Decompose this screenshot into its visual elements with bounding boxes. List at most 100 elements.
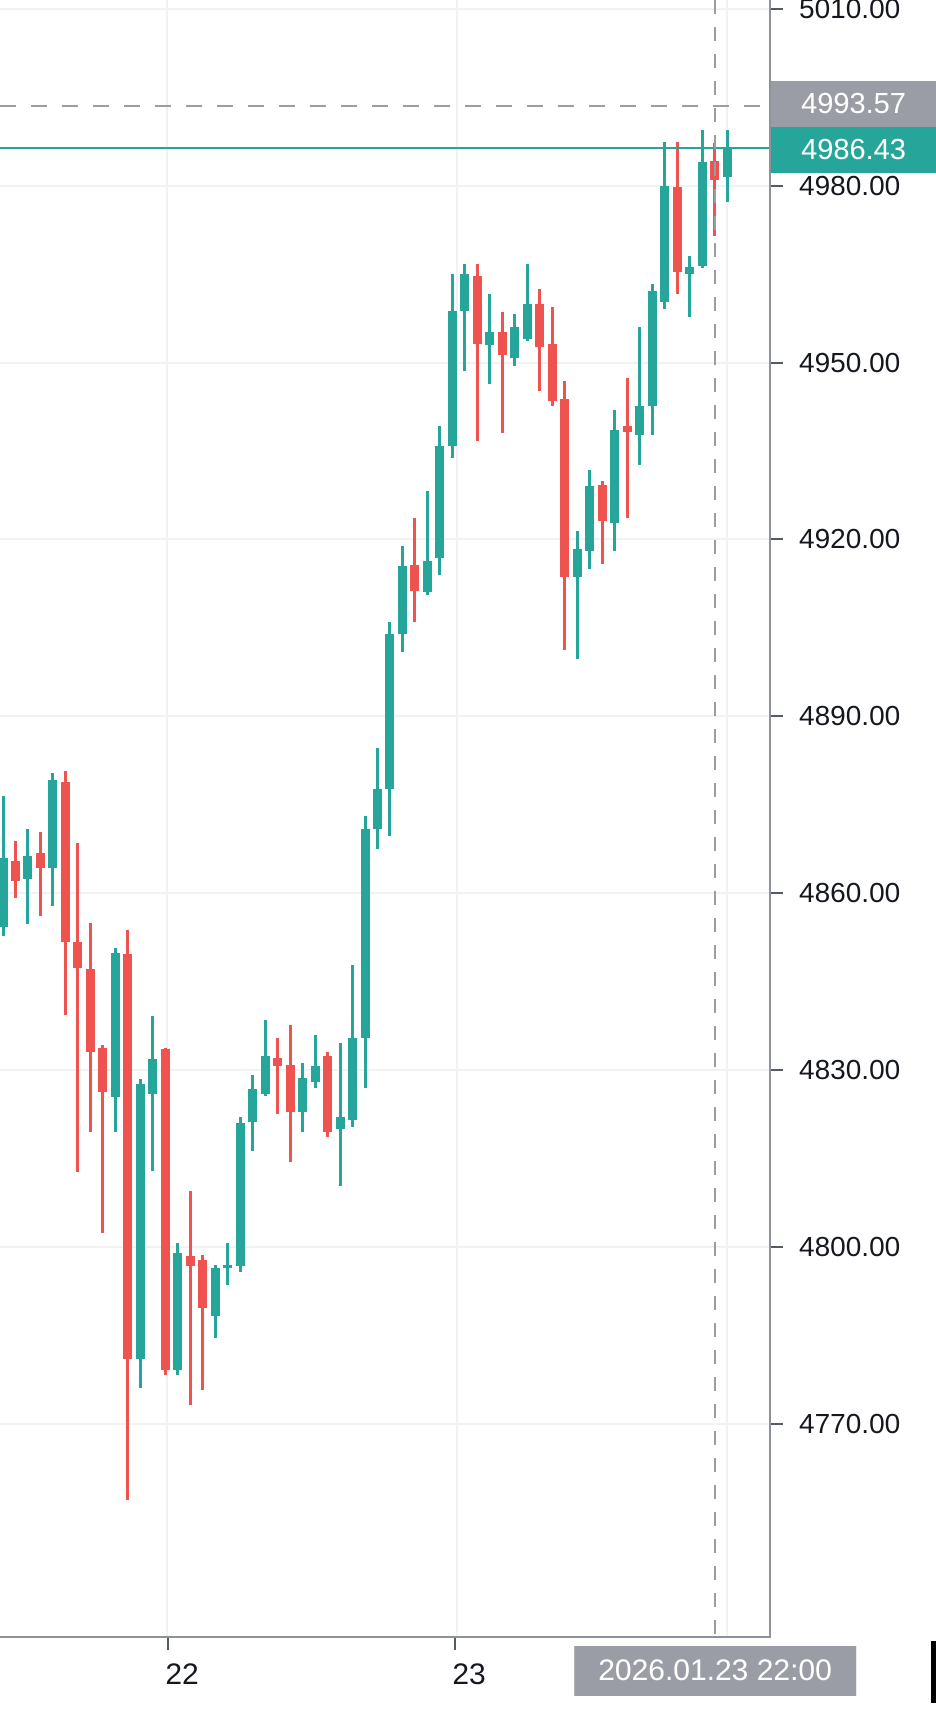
candle[interactable] (610, 430, 620, 523)
candle[interactable] (372, 789, 382, 829)
candle[interactable] (622, 426, 632, 433)
candle[interactable] (510, 326, 520, 359)
candle[interactable] (447, 310, 457, 447)
candle-wick (425, 491, 429, 595)
candle-wick (313, 1034, 317, 1088)
candle-wick (226, 1243, 230, 1286)
candle[interactable] (223, 1265, 233, 1269)
candle[interactable] (585, 485, 595, 551)
crosshair-vertical-line (714, 0, 716, 1636)
candle[interactable] (198, 1260, 208, 1309)
time-axis-label: 23 (452, 1658, 486, 1691)
candle[interactable] (547, 343, 557, 402)
candle[interactable] (660, 185, 670, 302)
candle[interactable] (185, 1256, 195, 1267)
candle[interactable] (260, 1056, 270, 1095)
candle[interactable] (560, 398, 570, 578)
candle[interactable] (248, 1089, 258, 1123)
candle[interactable] (460, 274, 470, 311)
candle[interactable] (73, 942, 83, 969)
crosshair-price-badge: 4993.57 (771, 80, 936, 127)
candle[interactable] (10, 860, 20, 881)
price-gridline (0, 7, 769, 10)
candle[interactable] (335, 1117, 345, 1129)
candle-wick (688, 256, 692, 318)
candle-wick (463, 264, 467, 372)
price-axis[interactable]: 4993.57 4986.43 5010.00 4980.00 4950.00 492… (771, 0, 936, 1638)
time-gridline (456, 0, 458, 1636)
candle[interactable] (422, 560, 432, 593)
candle-wick (76, 843, 80, 1172)
candle[interactable] (435, 446, 445, 558)
candle[interactable] (285, 1064, 295, 1113)
candle[interactable] (485, 331, 495, 346)
last-price-value: 4986.43 (801, 133, 906, 166)
price-axis-label: 5010.00 (799, 0, 901, 24)
candle-wick (38, 831, 42, 916)
candle-wick (475, 264, 479, 441)
candle[interactable] (98, 1047, 108, 1093)
candle-wick (500, 311, 504, 434)
price-axis-tick (771, 715, 783, 718)
candle[interactable] (497, 331, 507, 356)
candle[interactable] (410, 564, 420, 591)
candle[interactable] (23, 856, 33, 879)
candle[interactable] (0, 857, 8, 928)
candle-wick (188, 1191, 192, 1405)
time-axis[interactable]: 2026.01.23 22:00 22 23 (0, 1638, 936, 1709)
crosshair-price-value: 4993.57 (801, 87, 906, 120)
candle[interactable] (472, 275, 482, 344)
candle-wick (575, 530, 579, 660)
candle[interactable] (348, 1037, 358, 1120)
candle[interactable] (685, 267, 695, 275)
candle-wick (625, 378, 629, 518)
time-gridline (726, 0, 728, 1636)
candle[interactable] (298, 1077, 308, 1113)
crosshair-time-badge: 2026.01.23 22:00 (574, 1646, 856, 1696)
candle[interactable] (235, 1122, 245, 1267)
price-axis-tick (771, 1069, 783, 1072)
candle[interactable] (310, 1066, 320, 1082)
last-price-badge: 4986.43 (771, 126, 936, 173)
candle[interactable] (597, 485, 607, 521)
candle[interactable] (273, 1057, 283, 1067)
candle[interactable] (697, 162, 707, 267)
candle[interactable] (173, 1253, 183, 1370)
price-gridline (0, 1422, 769, 1425)
price-gridline (0, 1069, 769, 1072)
candle[interactable] (48, 779, 58, 868)
price-axis-label: 4830.00 (799, 1054, 901, 1086)
candle[interactable] (522, 304, 532, 339)
candle[interactable] (635, 406, 645, 436)
last-price-line (0, 146, 769, 149)
candle[interactable] (647, 291, 657, 406)
candle-wick (600, 481, 604, 565)
candle[interactable] (110, 953, 120, 1097)
candle[interactable] (397, 565, 407, 635)
candle[interactable] (722, 147, 732, 177)
candle[interactable] (160, 1049, 170, 1370)
candle[interactable] (60, 782, 70, 943)
scrollbar-fragment (931, 1641, 936, 1703)
candle[interactable] (210, 1268, 220, 1316)
candle[interactable] (35, 853, 45, 868)
price-axis-label: 4890.00 (799, 700, 901, 732)
candle[interactable] (572, 549, 582, 578)
price-gridline (0, 1245, 769, 1248)
candle[interactable] (385, 634, 395, 790)
candle-wick (201, 1255, 205, 1390)
candle[interactable] (123, 953, 133, 1359)
candle-wick (276, 1037, 280, 1115)
chart-pane[interactable] (0, 0, 771, 1638)
candle[interactable] (85, 969, 95, 1052)
price-axis-label: 4950.00 (799, 346, 901, 378)
candle[interactable] (323, 1056, 333, 1132)
price-axis-label: 4770.00 (799, 1407, 901, 1439)
candle[interactable] (135, 1084, 145, 1359)
candle[interactable] (360, 828, 370, 1038)
time-axis-tick (167, 1638, 169, 1650)
candle[interactable] (672, 186, 682, 273)
candle[interactable] (535, 304, 545, 347)
price-axis-tick (771, 1422, 783, 1425)
candle[interactable] (148, 1059, 158, 1095)
